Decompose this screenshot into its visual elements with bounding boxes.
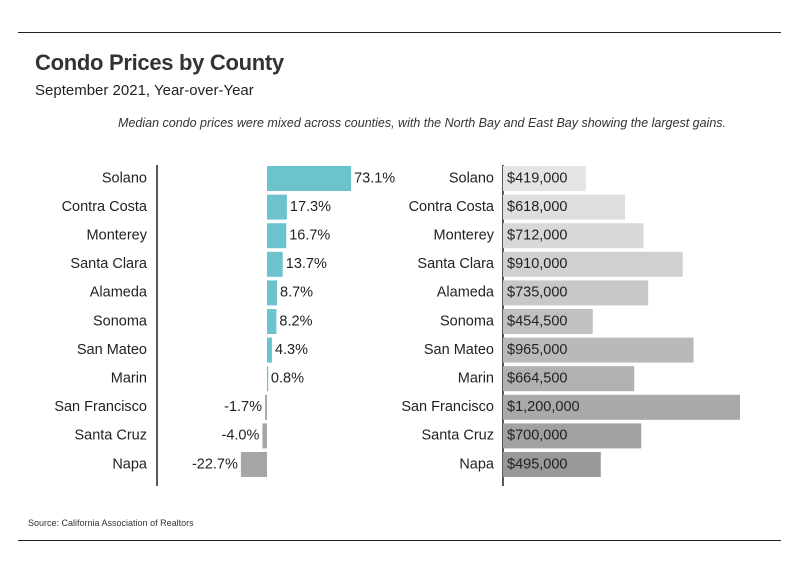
category-label: Monterey	[434, 228, 495, 244]
price-data-label: $495,000	[507, 456, 567, 472]
category-label: Alameda	[90, 285, 148, 301]
price-bar	[503, 337, 694, 363]
price-bar	[503, 251, 683, 277]
change-data-label: 8.7%	[280, 285, 313, 301]
change-bar	[267, 280, 278, 306]
yoy-change-chart: Solano 73.1% Contra Costa 17.3% Monterey 16.7…	[54, 165, 395, 486]
category-label: Sonoma	[93, 313, 148, 329]
change-bar	[267, 251, 283, 277]
category-label: San Francisco	[54, 399, 147, 415]
category-label: Santa Clara	[70, 256, 148, 272]
change-bar	[267, 194, 287, 220]
price-bar	[503, 423, 642, 449]
change-data-label: 8.2%	[279, 313, 312, 329]
source-note: Source: California Association of Realto…	[28, 518, 194, 528]
category-label: Contra Costa	[62, 199, 148, 215]
change-data-label: 4.3%	[275, 342, 308, 358]
price-data-label: $454,500	[507, 313, 567, 329]
change-bar	[262, 423, 267, 449]
change-data-label: -4.0%	[222, 428, 260, 444]
change-data-label: -22.7%	[192, 456, 238, 472]
category-label: Monterey	[87, 228, 148, 244]
price-data-label: $700,000	[507, 428, 567, 444]
category-label: Santa Cruz	[74, 428, 147, 444]
change-bar	[265, 394, 267, 420]
change-data-label: -1.7%	[224, 399, 262, 415]
price-bar	[503, 280, 649, 306]
category-label: Santa Clara	[417, 256, 495, 272]
change-data-label: 17.3%	[290, 199, 331, 215]
category-label: Santa Cruz	[421, 428, 494, 444]
price-data-label: $735,000	[507, 285, 567, 301]
change-bar	[267, 223, 287, 249]
category-label: Sonoma	[440, 313, 495, 329]
change-data-label: 73.1%	[354, 170, 395, 186]
change-data-label: 16.7%	[289, 228, 330, 244]
category-label: Solano	[449, 170, 494, 186]
price-data-label: $910,000	[507, 256, 567, 272]
price-bar	[503, 223, 644, 249]
top-rule	[18, 32, 781, 33]
price-bar	[503, 394, 740, 420]
price-data-label: $618,000	[507, 199, 567, 215]
median-price-chart: Solano $419,000 Contra Costa $618,000 Monter…	[401, 165, 740, 486]
change-data-label: 13.7%	[286, 256, 327, 272]
category-label: Napa	[112, 456, 148, 472]
chart-note: Median condo prices were mixed across co…	[118, 116, 726, 130]
category-label: Marin	[111, 371, 147, 387]
change-bar	[267, 166, 352, 191]
change-bar	[267, 366, 269, 392]
category-label: San Francisco	[401, 399, 494, 415]
change-bar	[267, 337, 272, 363]
category-label: Contra Costa	[409, 199, 495, 215]
price-data-label: $965,000	[507, 342, 567, 358]
category-label: Alameda	[437, 285, 495, 301]
change-bar	[267, 309, 277, 334]
bottom-rule	[18, 540, 781, 541]
price-data-label: $1,200,000	[507, 399, 580, 415]
category-label: Solano	[102, 170, 147, 186]
category-label: Marin	[458, 371, 494, 387]
price-bar	[503, 366, 635, 392]
category-label: San Mateo	[77, 342, 147, 358]
price-bar	[503, 166, 586, 191]
change-bar	[240, 452, 267, 477]
chart-subtitle: September 2021, Year-over-Year	[35, 82, 254, 99]
chart-title: Condo Prices by County	[35, 50, 284, 75]
price-data-label: $712,000	[507, 228, 567, 244]
category-label: Napa	[459, 456, 495, 472]
price-data-label: $664,500	[507, 371, 567, 387]
price-data-label: $419,000	[507, 170, 567, 186]
category-label: San Mateo	[424, 342, 494, 358]
price-bar	[503, 194, 626, 220]
change-data-label: 0.8%	[271, 371, 304, 387]
price-bar	[503, 309, 593, 334]
price-bar	[503, 452, 601, 477]
